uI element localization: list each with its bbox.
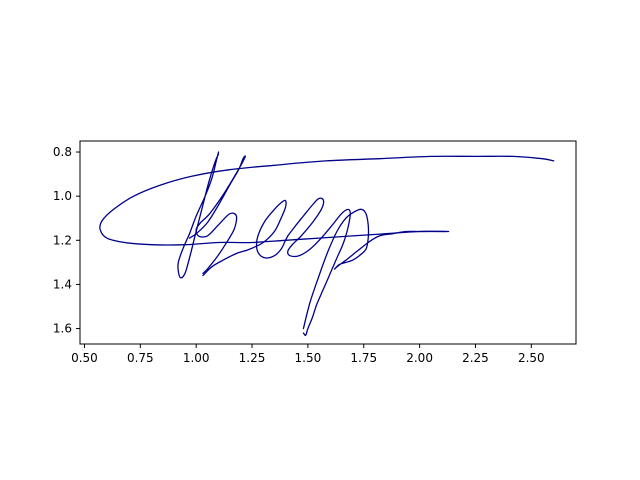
y-axis: 0.8 1.0 1.2 1.4 1.6 <box>53 145 80 336</box>
x-tick-label: 0.50 <box>71 351 98 365</box>
x-tick-label: 0.75 <box>127 351 154 365</box>
signature-stroke <box>99 155 555 246</box>
signature-stroke <box>302 208 448 330</box>
x-tick-label: 2.00 <box>406 351 433 365</box>
plot-frame <box>79 140 577 345</box>
signature-stroke <box>287 197 351 336</box>
x-axis: 0.50 0.75 1.00 1.25 1.50 1.75 2.00 2.25 2.50 <box>71 344 545 365</box>
x-tick-label: 1.25 <box>239 351 266 365</box>
x-tick-label: 2.50 <box>518 351 545 365</box>
y-tick-label: 1.2 <box>53 233 72 247</box>
signature-ink <box>99 151 555 336</box>
signature-stroke <box>188 155 247 275</box>
signature-stroke <box>202 199 289 277</box>
signature-stroke <box>177 151 220 279</box>
x-tick-label: 1.00 <box>183 351 210 365</box>
x-tick-label: 2.25 <box>462 351 489 365</box>
y-tick-label: 1.6 <box>53 322 72 336</box>
y-tick-label: 1.0 <box>53 189 72 203</box>
x-tick-label: 1.50 <box>295 351 322 365</box>
y-tick-label: 1.4 <box>53 277 72 291</box>
y-tick-label: 0.8 <box>53 145 72 159</box>
x-tick-label: 1.75 <box>350 351 377 365</box>
